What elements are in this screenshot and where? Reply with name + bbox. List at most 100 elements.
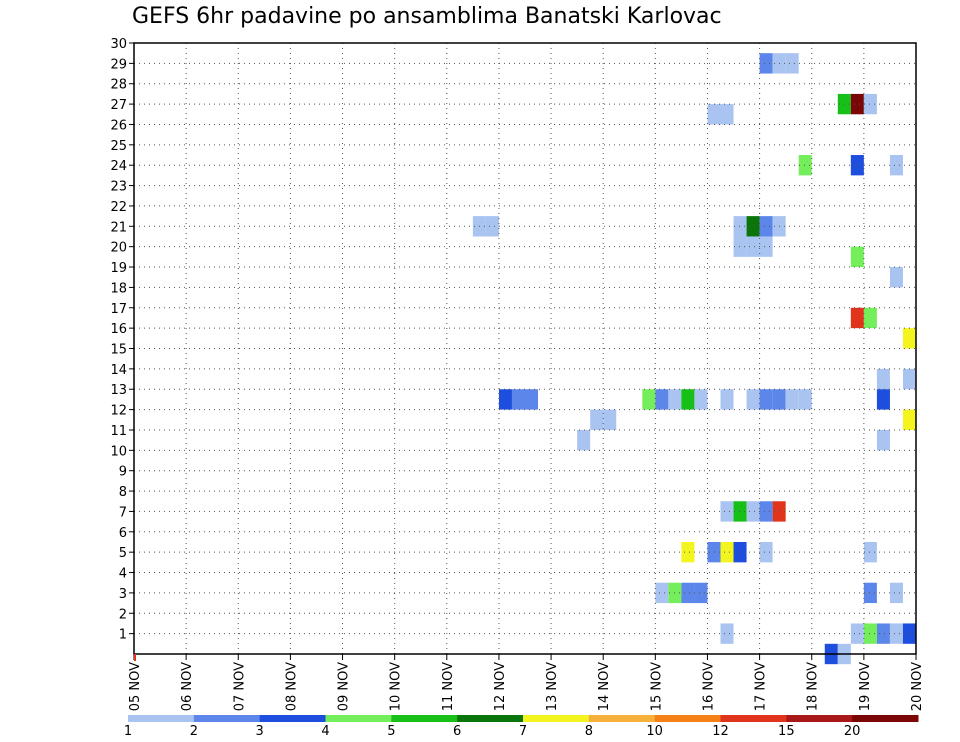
precip-cell: [485, 216, 499, 237]
colorbar-swatch: [852, 715, 919, 722]
x-tick-label: 18 NOV: [806, 662, 821, 711]
y-tick-label: 23: [110, 180, 127, 195]
colorbar-label: 20: [844, 724, 861, 739]
x-tick-label: 20 NOV: [910, 662, 925, 711]
precip-cell: [681, 582, 695, 604]
y-tick-label: 13: [110, 383, 127, 398]
precip-cell: [746, 236, 760, 257]
x-tick-label: 08 NOV: [284, 662, 299, 711]
y-tick-label: 25: [110, 139, 127, 154]
precip-cell: [772, 389, 786, 410]
y-tick-label: 12: [110, 404, 127, 419]
y-tick-label: 28: [110, 78, 127, 93]
colorbar-swatch: [325, 715, 392, 722]
precip-cell: [850, 246, 864, 268]
precip-cell: [902, 368, 916, 390]
y-tick-label: 2: [119, 607, 127, 622]
colorbar-swatch: [523, 715, 590, 722]
precip-cell: [850, 155, 864, 176]
precip-cell: [498, 389, 512, 410]
y-tick-label: 4: [119, 567, 127, 582]
grid-layer: [134, 43, 916, 654]
y-tick-label: 16: [110, 322, 127, 337]
y-tick-label: 20: [110, 241, 127, 256]
axis-layer: 1234567891011121314151617181920212223242…: [110, 37, 925, 711]
colorbar-label: 8: [585, 724, 593, 739]
x-tick-label: 16 NOV: [701, 662, 716, 711]
precip-cell: [785, 53, 799, 74]
precip-cell: [863, 541, 877, 563]
precip-cell: [759, 501, 773, 522]
y-tick-label: 27: [110, 98, 127, 113]
precip-cell: [720, 541, 734, 563]
precip-cell: [642, 389, 656, 410]
y-tick-label: 24: [110, 159, 127, 174]
precip-cell: [863, 307, 877, 329]
precip-cell: [876, 368, 890, 390]
colorbar-swatch: [654, 715, 721, 722]
precip-cell: [759, 541, 773, 563]
colorbar-label: 12: [712, 724, 729, 739]
precip-cell: [707, 104, 721, 125]
precip-cell: [876, 429, 890, 451]
colorbar-swatch: [720, 715, 787, 722]
y-tick-label: 18: [110, 281, 127, 296]
precip-cell: [720, 501, 734, 522]
precip-cell: [681, 541, 695, 563]
precip-cell: [889, 267, 903, 288]
x-tick-label: 05 NOV: [128, 662, 143, 711]
colorbar-label: 4: [321, 724, 329, 739]
colorbar-label: 3: [256, 724, 264, 739]
colorbar-legend: 1 2 3 4 5 6 7 8 10 12 15 20: [124, 715, 919, 739]
colorbar-label: 7: [519, 724, 527, 739]
precip-cell: [889, 582, 903, 604]
precip-cell: [902, 409, 916, 430]
precip-cell: [863, 93, 877, 115]
colorbar-label: 10: [646, 724, 663, 739]
colorbar-swatch: [128, 715, 195, 722]
precip-cell: [577, 429, 591, 451]
x-tick-label: 07 NOV: [232, 662, 247, 711]
precip-cell: [603, 409, 617, 430]
precip-cell: [863, 582, 877, 604]
precip-cell: [850, 307, 864, 329]
precip-cell: [720, 623, 734, 644]
precip-cell: [733, 501, 747, 522]
y-tick-label: 8: [119, 485, 127, 500]
colorbar-swatch: [391, 715, 458, 722]
colorbar-swatch: [786, 715, 853, 722]
y-tick-label: 10: [110, 444, 127, 459]
x-tick-label: 17 NOV: [754, 662, 769, 711]
colorbar-label: 15: [778, 724, 795, 739]
precip-cell: [746, 216, 760, 237]
precip-cell: [694, 582, 708, 604]
y-tick-label: 29: [110, 57, 127, 72]
y-tick-label: 19: [110, 261, 127, 276]
precip-cell: [707, 541, 721, 563]
y-tick-label: 7: [119, 505, 127, 520]
precip-cell: [889, 623, 903, 644]
x-tick-label: 19 NOV: [858, 662, 873, 711]
y-tick-label: 9: [119, 465, 127, 480]
x-tick-label: 10 NOV: [389, 662, 404, 711]
y-tick-label: 17: [110, 302, 127, 317]
precip-cell: [655, 389, 669, 410]
precip-cell: [720, 389, 734, 410]
precip-cell: [759, 236, 773, 257]
colorbar-label: 2: [190, 724, 198, 739]
precip-cell: [876, 623, 890, 644]
y-tick-label: 21: [110, 220, 127, 235]
y-tick-label: 3: [119, 587, 127, 602]
chart-title: GEFS 6hr padavine po ansamblima Banatski…: [132, 4, 722, 29]
precip-cell: [733, 236, 747, 257]
precip-cell: [655, 582, 669, 604]
colorbar-swatch: [193, 715, 261, 722]
y-tick-label: 1: [119, 628, 127, 643]
y-tick-label: 15: [110, 343, 127, 358]
x-tick-label: 12 NOV: [493, 662, 508, 711]
x-tick-label: 15 NOV: [649, 662, 664, 711]
colorbar-label: 5: [387, 724, 395, 739]
x-tick-label: 14 NOV: [597, 662, 612, 711]
y-tick-label: 6: [119, 526, 127, 541]
